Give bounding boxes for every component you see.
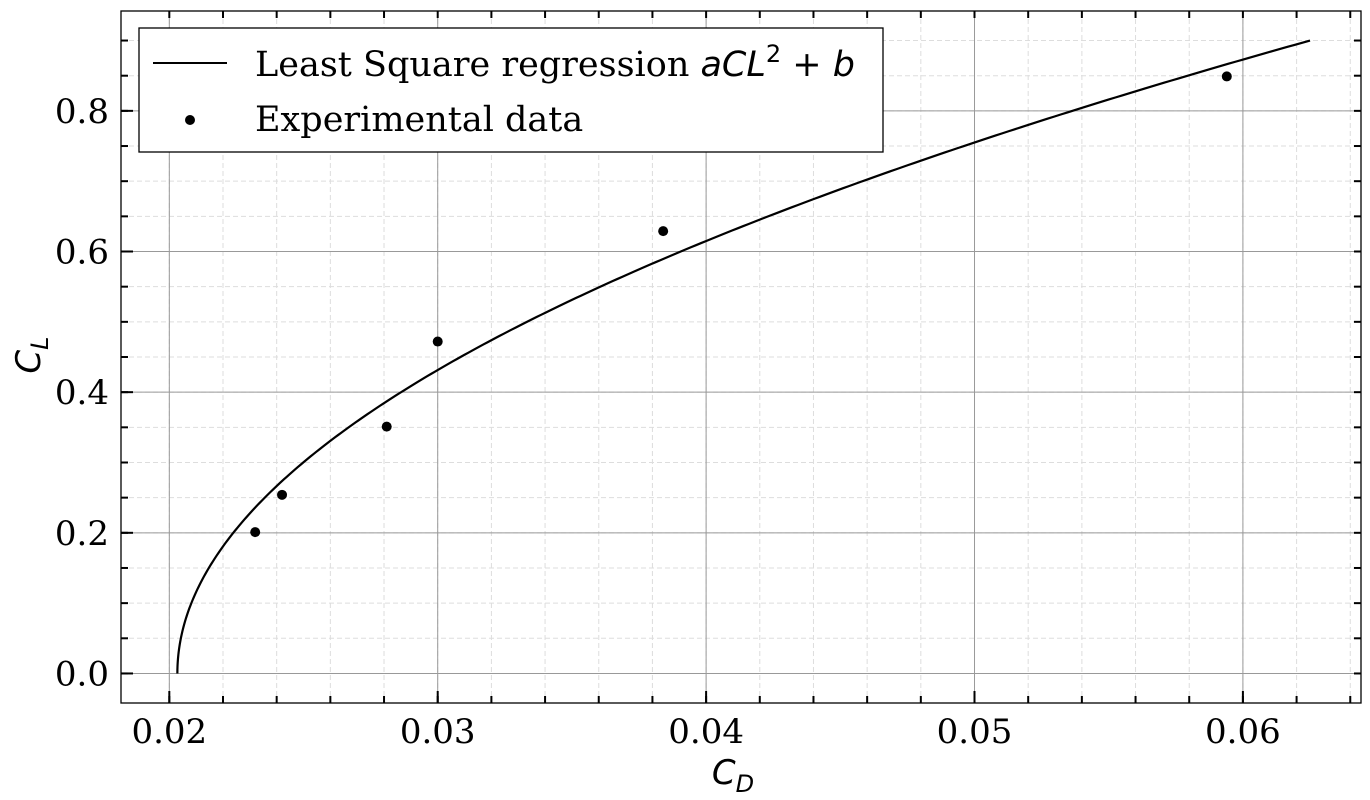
legend-entry-experimental: Experimental data (255, 100, 583, 140)
legend: Least Square regression aCL2 + b Experim… (138, 27, 884, 153)
legend-entry-regression: Least Square regression aCL2 + b (255, 40, 855, 85)
legend-math-pre: aCL (700, 45, 765, 85)
legend-marker-swatch (185, 115, 195, 125)
regression-curve (176, 39, 1311, 674)
axis-ticks (121, 11, 1361, 703)
tick-labels: 0.02 0.03 0.04 0.05 0.06 0.0 0.2 0.4 0.6 0.8 (55, 92, 1281, 752)
x-tick-label: 0.03 (400, 712, 476, 752)
data-point (658, 226, 669, 237)
x-axis-label: CD (712, 753, 754, 798)
y-axis-label: CL (9, 336, 54, 373)
y-tick-label: 0.8 (55, 92, 109, 132)
y-tick-label: 0.0 (55, 654, 109, 694)
legend-math-sup: 2 (766, 40, 781, 68)
data-point (1221, 71, 1232, 82)
data-point (381, 421, 392, 432)
x-axis-label-subscript: D (736, 770, 754, 798)
y-tick-label: 0.2 (55, 514, 109, 554)
x-tick-label: 0.02 (131, 712, 207, 752)
regression-curve-layer (176, 39, 1311, 674)
data-point (277, 489, 288, 500)
data-point (250, 527, 261, 538)
legend-math-op: + (781, 45, 833, 85)
legend-entry-regression-text: Least Square regression (255, 45, 700, 85)
data-point (432, 336, 443, 347)
y-axis-label-base: C (9, 350, 49, 374)
data-points-layer (250, 71, 1232, 538)
x-tick-label: 0.04 (668, 712, 744, 752)
x-axis-label-base: C (712, 753, 736, 793)
y-axis-label-subscript: L (26, 336, 54, 349)
legend-box (138, 27, 884, 153)
y-tick-label: 0.6 (55, 233, 109, 273)
legend-math-post: b (833, 45, 855, 85)
y-tick-label: 0.4 (55, 373, 109, 413)
x-tick-label: 0.05 (937, 712, 1013, 752)
x-tick-label: 0.06 (1205, 712, 1281, 752)
